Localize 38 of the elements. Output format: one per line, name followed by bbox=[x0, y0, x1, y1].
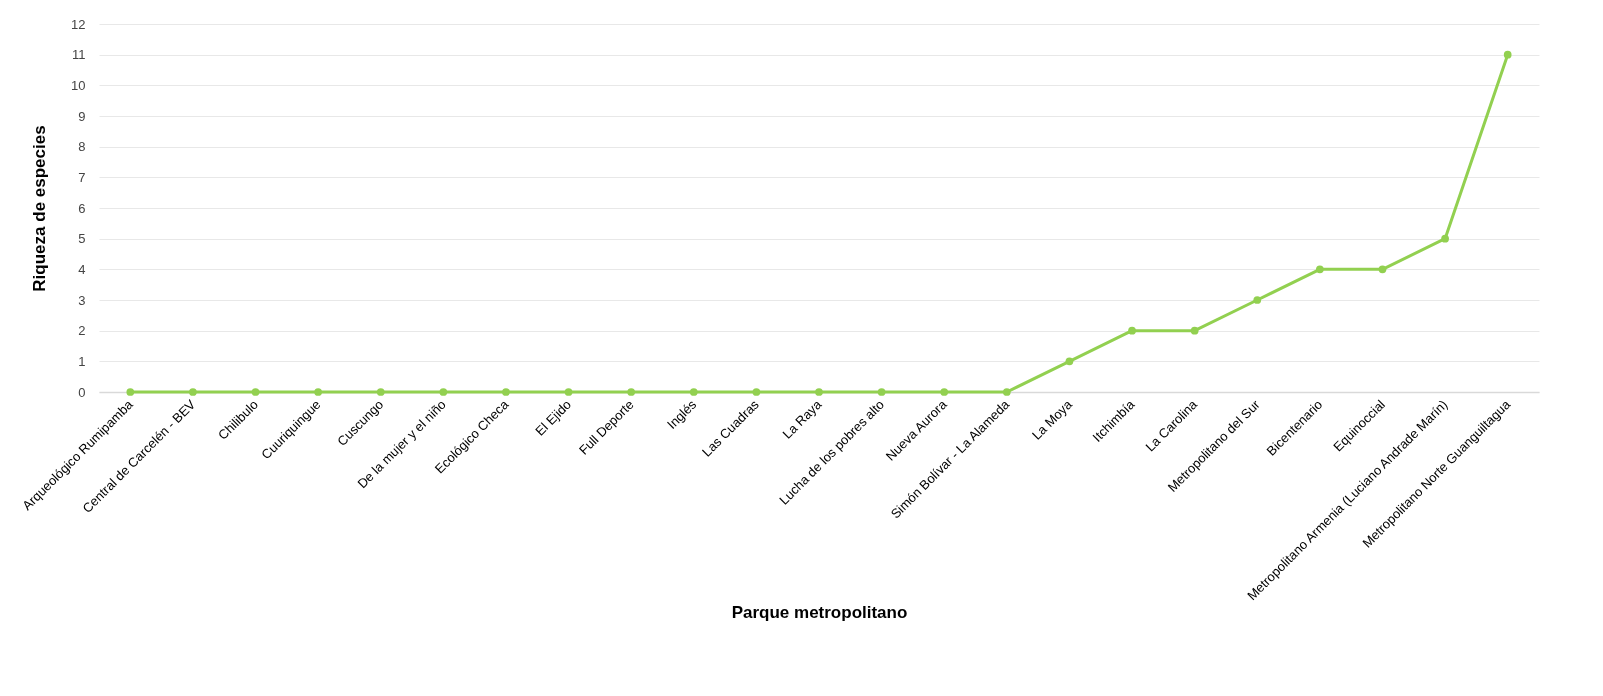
y-tick-label: 12 bbox=[71, 16, 86, 32]
x-axis-title: Parque metropolitano bbox=[731, 602, 908, 622]
point bbox=[815, 388, 823, 396]
point bbox=[752, 388, 761, 396]
point bbox=[314, 388, 322, 396]
point bbox=[1065, 357, 1074, 366]
y-tick-label: 0 bbox=[78, 384, 86, 400]
y-tick-label: 4 bbox=[78, 261, 86, 277]
point bbox=[940, 388, 949, 396]
point bbox=[627, 388, 636, 396]
point bbox=[564, 388, 573, 396]
y-tick-label: 5 bbox=[78, 231, 86, 247]
point bbox=[502, 388, 510, 396]
point bbox=[251, 388, 260, 396]
point bbox=[1002, 388, 1011, 396]
y-tick-label: 6 bbox=[78, 200, 86, 216]
y-tick-label: 8 bbox=[78, 139, 86, 155]
y-tick-label: 7 bbox=[78, 169, 86, 185]
y-tick-label: 9 bbox=[78, 108, 86, 124]
point bbox=[376, 388, 385, 396]
point bbox=[439, 388, 448, 396]
point bbox=[1190, 326, 1199, 335]
point bbox=[689, 388, 698, 396]
y-tick-label: 1 bbox=[78, 353, 86, 369]
y-tick-label: 11 bbox=[72, 47, 86, 63]
point bbox=[1378, 265, 1387, 274]
y-axis-title: Riqueza de especies bbox=[30, 125, 50, 292]
y-tick-label: 2 bbox=[78, 323, 86, 339]
point bbox=[1316, 265, 1324, 274]
point bbox=[1441, 234, 1449, 243]
point bbox=[1253, 296, 1262, 304]
point bbox=[1503, 50, 1512, 59]
point bbox=[877, 388, 886, 396]
point bbox=[189, 388, 197, 396]
y-tick-label: 10 bbox=[71, 77, 86, 93]
point bbox=[1128, 326, 1136, 335]
point bbox=[126, 388, 135, 396]
y-tick-label: 3 bbox=[78, 292, 86, 308]
